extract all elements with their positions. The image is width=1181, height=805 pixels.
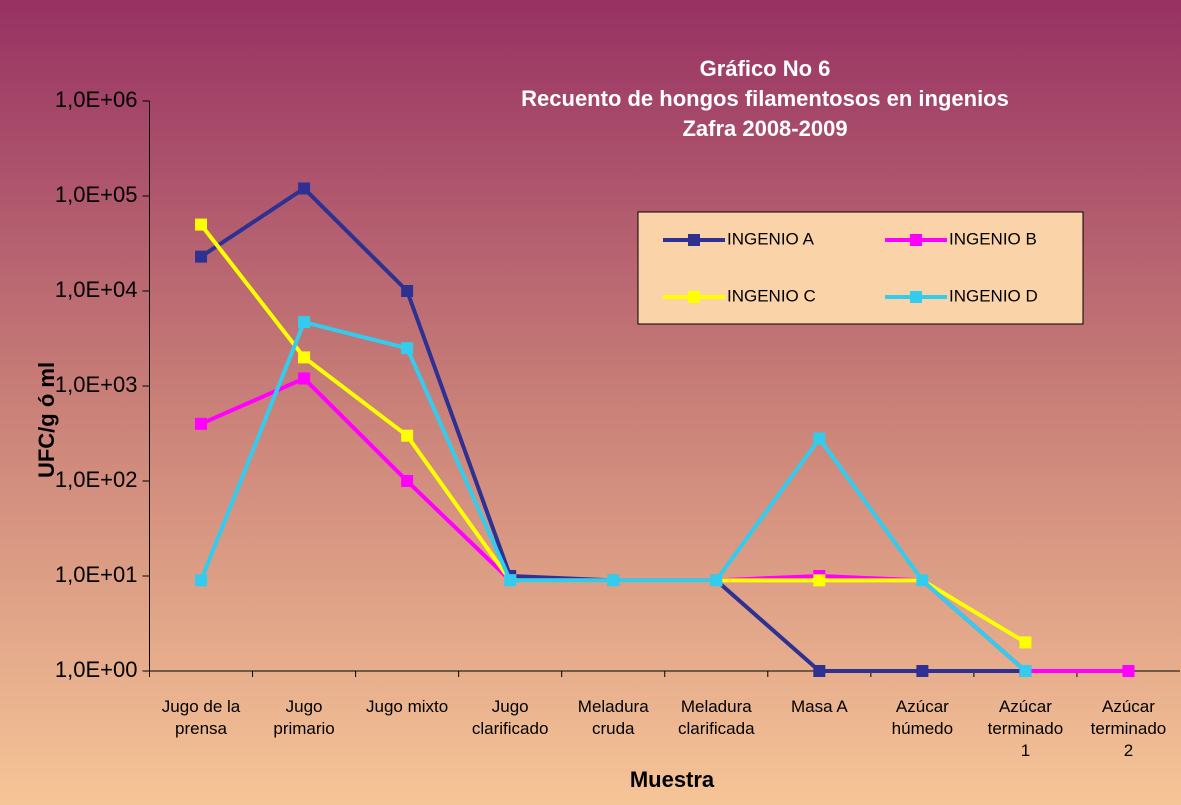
data-point (916, 574, 929, 587)
x-tick-label: Meladura clarificada (678, 697, 755, 738)
legend-marker (688, 291, 700, 303)
data-point (401, 342, 414, 355)
data-point (401, 429, 414, 442)
x-tick-label: Jugo clarificado (472, 697, 549, 738)
data-point (607, 574, 620, 587)
data-point (401, 475, 414, 487)
x-tick-label: Azúcar terminado 1 (988, 697, 1064, 760)
data-point (1019, 665, 1032, 677)
x-tick-label: Jugo de la prensa (162, 697, 241, 738)
y-tick-label: 1,0E+04 (55, 277, 138, 302)
chart-title: Gráfico No 6 (700, 56, 831, 81)
x-tick-label: Azúcar terminado 2 (1091, 697, 1167, 760)
y-tick-label: 1,0E+00 (55, 657, 138, 682)
legend-label: INGENIO A (727, 229, 815, 248)
y-tick-label: 1,0E+01 (55, 562, 138, 587)
data-point (298, 351, 311, 364)
data-point (1122, 665, 1135, 677)
legend-label: INGENIO B (949, 229, 1037, 248)
x-tick-label: Masa A (791, 697, 848, 716)
data-point (298, 182, 311, 195)
y-tick-label: 1,0E+02 (55, 467, 138, 492)
data-point (298, 316, 311, 329)
x-tick-label: Jugo primario (273, 697, 334, 738)
data-point (195, 574, 208, 587)
data-point (195, 218, 208, 231)
y-axis-title: UFC/g ó ml (34, 362, 59, 478)
legend-marker (910, 291, 922, 303)
data-point (195, 417, 208, 430)
x-tick-label: Meladura cruda (578, 697, 649, 738)
y-tick-label: 1,0E+03 (55, 372, 138, 397)
legend (637, 211, 1084, 325)
legend-label: INGENIO C (727, 286, 816, 305)
data-point (813, 432, 826, 445)
legend-marker (688, 234, 700, 246)
data-point (710, 574, 723, 587)
data-point (1019, 636, 1032, 649)
data-point (401, 285, 414, 297)
data-point (195, 250, 208, 263)
legend-label: INGENIO D (949, 286, 1038, 305)
data-point (298, 372, 311, 385)
data-point (504, 574, 517, 587)
y-tick-label: 1,0E+06 (55, 87, 138, 112)
data-point (916, 665, 929, 677)
legend-marker (910, 234, 922, 246)
data-point (813, 574, 826, 587)
x-tick-label: Azúcar húmedo (892, 697, 953, 738)
chart-title: Zafra 2008-2009 (682, 116, 847, 141)
x-axis-title: Muestra (630, 767, 715, 792)
x-tick-label: Jugo mixto (366, 697, 448, 716)
data-point (813, 665, 826, 677)
chart-title: Recuento de hongos filamentosos en ingen… (521, 86, 1009, 111)
y-tick-label: 1,0E+05 (55, 182, 138, 207)
